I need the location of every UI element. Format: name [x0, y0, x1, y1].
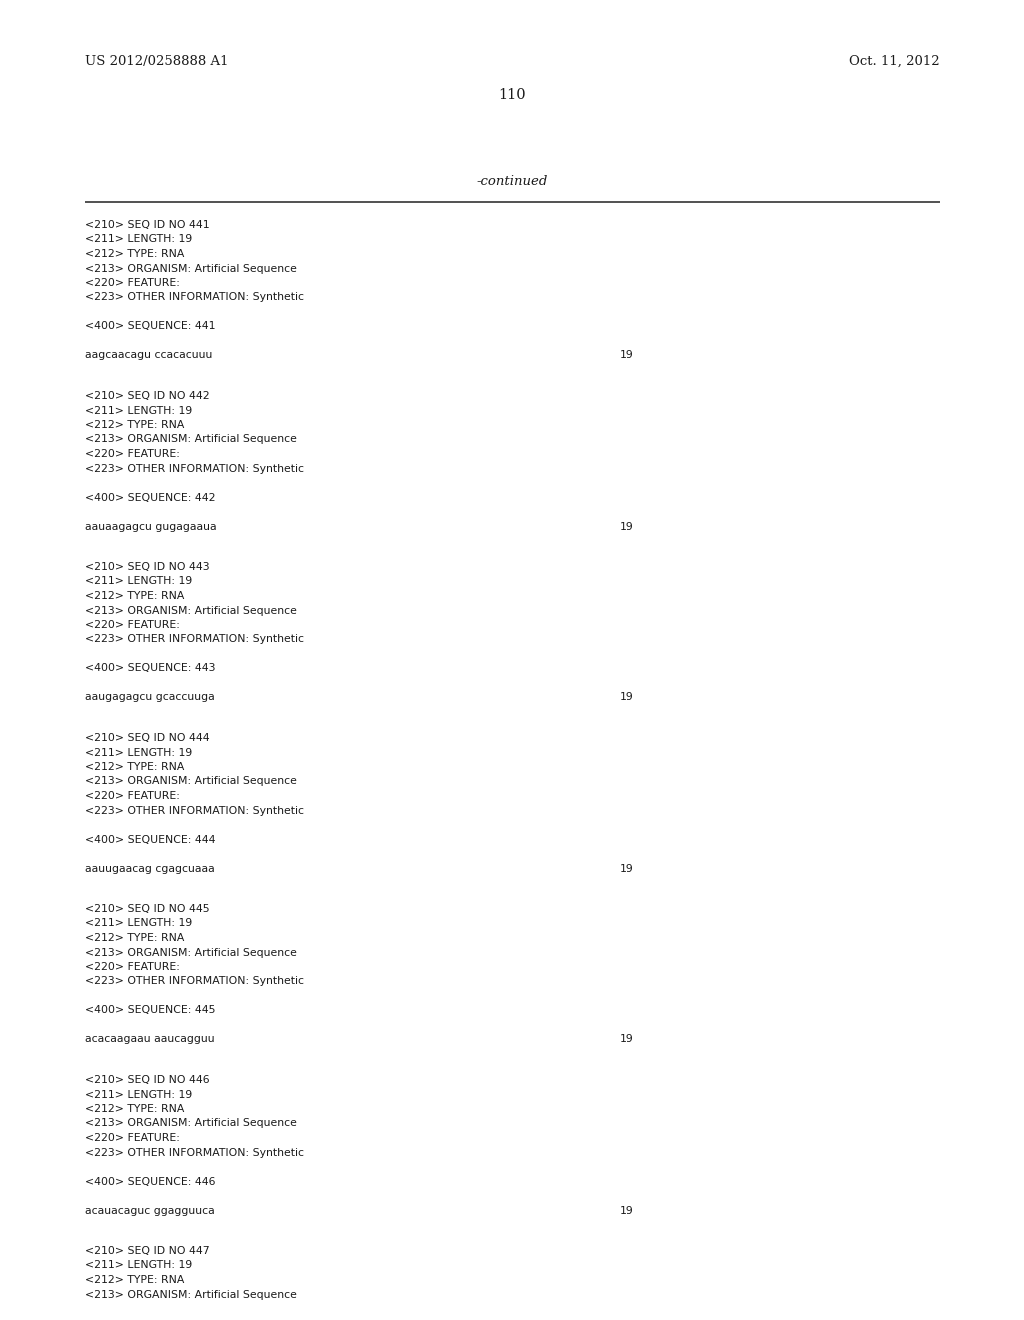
Text: aauaagagcu gugagaaua: aauaagagcu gugagaaua — [85, 521, 217, 532]
Text: <223> OTHER INFORMATION: Synthetic: <223> OTHER INFORMATION: Synthetic — [85, 293, 304, 302]
Text: <211> LENGTH: 19: <211> LENGTH: 19 — [85, 1261, 193, 1270]
Text: <220> FEATURE:: <220> FEATURE: — [85, 962, 180, 972]
Text: aauugaacag cgagcuaaa: aauugaacag cgagcuaaa — [85, 863, 215, 874]
Text: <220> FEATURE:: <220> FEATURE: — [85, 449, 180, 459]
Text: aagcaacagu ccacacuuu: aagcaacagu ccacacuuu — [85, 351, 212, 360]
Text: <220> FEATURE:: <220> FEATURE: — [85, 791, 180, 801]
Text: acacaagaau aaucagguu: acacaagaau aaucagguu — [85, 1035, 215, 1044]
Text: <211> LENGTH: 19: <211> LENGTH: 19 — [85, 1089, 193, 1100]
Text: <210> SEQ ID NO 443: <210> SEQ ID NO 443 — [85, 562, 210, 572]
Text: <211> LENGTH: 19: <211> LENGTH: 19 — [85, 235, 193, 244]
Text: <210> SEQ ID NO 444: <210> SEQ ID NO 444 — [85, 733, 210, 743]
Text: <223> OTHER INFORMATION: Synthetic: <223> OTHER INFORMATION: Synthetic — [85, 463, 304, 474]
Text: Oct. 11, 2012: Oct. 11, 2012 — [849, 55, 940, 69]
Text: 19: 19 — [620, 693, 634, 702]
Text: 19: 19 — [620, 863, 634, 874]
Text: <220> FEATURE:: <220> FEATURE: — [85, 1133, 180, 1143]
Text: <212> TYPE: RNA: <212> TYPE: RNA — [85, 933, 184, 942]
Text: US 2012/0258888 A1: US 2012/0258888 A1 — [85, 55, 228, 69]
Text: <210> SEQ ID NO 441: <210> SEQ ID NO 441 — [85, 220, 210, 230]
Text: <212> TYPE: RNA: <212> TYPE: RNA — [85, 249, 184, 259]
Text: <211> LENGTH: 19: <211> LENGTH: 19 — [85, 577, 193, 586]
Text: <213> ORGANISM: Artificial Sequence: <213> ORGANISM: Artificial Sequence — [85, 1290, 297, 1299]
Text: <223> OTHER INFORMATION: Synthetic: <223> OTHER INFORMATION: Synthetic — [85, 635, 304, 644]
Text: <212> TYPE: RNA: <212> TYPE: RNA — [85, 591, 184, 601]
Text: 19: 19 — [620, 1035, 634, 1044]
Text: <400> SEQUENCE: 446: <400> SEQUENCE: 446 — [85, 1176, 215, 1187]
Text: <220> FEATURE:: <220> FEATURE: — [85, 279, 180, 288]
Text: <212> TYPE: RNA: <212> TYPE: RNA — [85, 420, 184, 430]
Text: <223> OTHER INFORMATION: Synthetic: <223> OTHER INFORMATION: Synthetic — [85, 1147, 304, 1158]
Text: <213> ORGANISM: Artificial Sequence: <213> ORGANISM: Artificial Sequence — [85, 1118, 297, 1129]
Text: 19: 19 — [620, 351, 634, 360]
Text: <400> SEQUENCE: 443: <400> SEQUENCE: 443 — [85, 664, 215, 673]
Text: <400> SEQUENCE: 444: <400> SEQUENCE: 444 — [85, 834, 215, 845]
Text: <213> ORGANISM: Artificial Sequence: <213> ORGANISM: Artificial Sequence — [85, 776, 297, 787]
Text: <212> TYPE: RNA: <212> TYPE: RNA — [85, 1275, 184, 1284]
Text: 19: 19 — [620, 1205, 634, 1216]
Text: <400> SEQUENCE: 441: <400> SEQUENCE: 441 — [85, 322, 215, 331]
Text: 110: 110 — [499, 88, 525, 102]
Text: <220> FEATURE:: <220> FEATURE: — [85, 620, 180, 630]
Text: <210> SEQ ID NO 447: <210> SEQ ID NO 447 — [85, 1246, 210, 1257]
Text: <223> OTHER INFORMATION: Synthetic: <223> OTHER INFORMATION: Synthetic — [85, 805, 304, 816]
Text: <210> SEQ ID NO 442: <210> SEQ ID NO 442 — [85, 391, 210, 401]
Text: <211> LENGTH: 19: <211> LENGTH: 19 — [85, 405, 193, 416]
Text: <213> ORGANISM: Artificial Sequence: <213> ORGANISM: Artificial Sequence — [85, 434, 297, 445]
Text: acauacaguc ggagguuca: acauacaguc ggagguuca — [85, 1205, 215, 1216]
Text: <400> SEQUENCE: 445: <400> SEQUENCE: 445 — [85, 1006, 215, 1015]
Text: <211> LENGTH: 19: <211> LENGTH: 19 — [85, 919, 193, 928]
Text: <213> ORGANISM: Artificial Sequence: <213> ORGANISM: Artificial Sequence — [85, 606, 297, 615]
Text: <211> LENGTH: 19: <211> LENGTH: 19 — [85, 747, 193, 758]
Text: <210> SEQ ID NO 446: <210> SEQ ID NO 446 — [85, 1074, 210, 1085]
Text: <400> SEQUENCE: 442: <400> SEQUENCE: 442 — [85, 492, 215, 503]
Text: <212> TYPE: RNA: <212> TYPE: RNA — [85, 1104, 184, 1114]
Text: <210> SEQ ID NO 445: <210> SEQ ID NO 445 — [85, 904, 210, 913]
Text: <213> ORGANISM: Artificial Sequence: <213> ORGANISM: Artificial Sequence — [85, 264, 297, 273]
Text: <212> TYPE: RNA: <212> TYPE: RNA — [85, 762, 184, 772]
Text: 19: 19 — [620, 521, 634, 532]
Text: -continued: -continued — [476, 176, 548, 187]
Text: <223> OTHER INFORMATION: Synthetic: <223> OTHER INFORMATION: Synthetic — [85, 977, 304, 986]
Text: aaugagagcu gcaccuuga: aaugagagcu gcaccuuga — [85, 693, 215, 702]
Text: <213> ORGANISM: Artificial Sequence: <213> ORGANISM: Artificial Sequence — [85, 948, 297, 957]
